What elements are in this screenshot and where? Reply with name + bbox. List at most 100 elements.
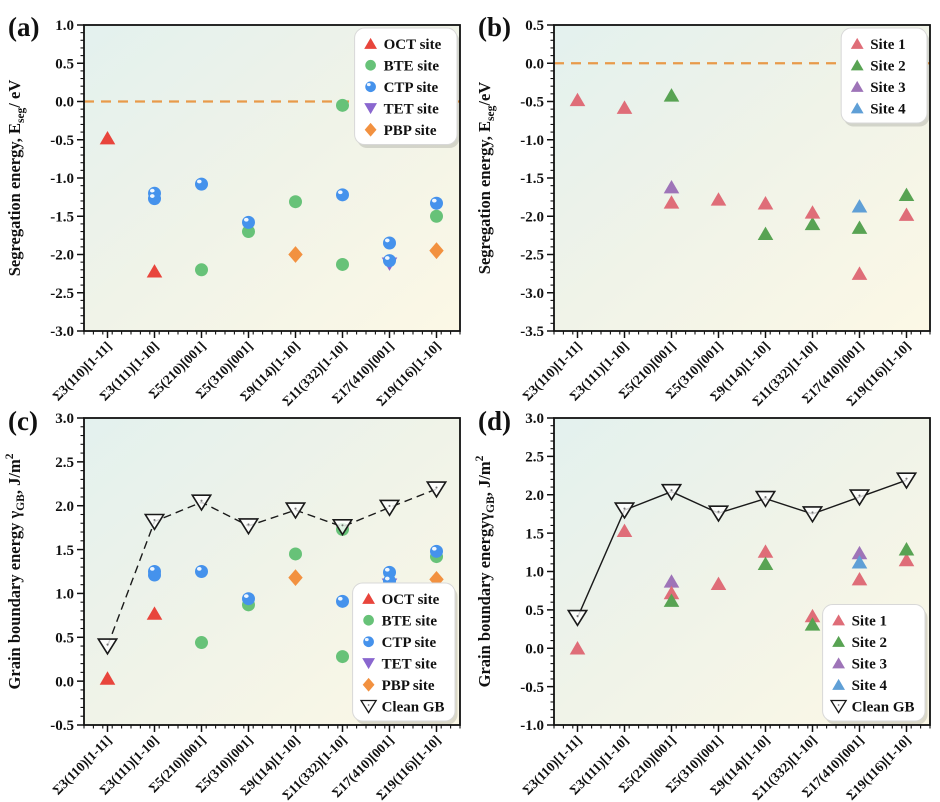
data-point — [851, 220, 868, 234]
legend-marker — [363, 636, 374, 648]
panel-c: (c) -0.5 0.0 0.5 1.0 1.5 2.0 2.5 3.0 Σ3(110)[1-1… — [0, 400, 470, 802]
data-point — [569, 641, 586, 655]
y-tick-label: 0.5 — [525, 603, 544, 619]
y-tick-label: 3.0 — [55, 411, 74, 427]
y-axis-label: Segregation energy, Eseg/eV — [475, 82, 497, 274]
data-point — [195, 263, 208, 277]
legend-entry: OCT site — [362, 592, 440, 608]
data-point — [616, 523, 633, 538]
legend-entry: Site 4 — [850, 101, 906, 117]
data-point — [143, 513, 166, 531]
y-axis: -3.0 -2.5 -2.0 -1.5 -1.0 -0.5 0.0 0.5 1.0 — [50, 18, 84, 340]
y-tick-label: 1.0 — [525, 565, 544, 581]
y-tick-label: -0.5 — [50, 133, 74, 149]
data-point — [663, 88, 680, 102]
legend-box — [352, 582, 456, 722]
panel-d-chart: -1.0 -0.5 0.0 0.5 1.0 1.5 2.0 2.5 3.0 Σ3(110)[1-1… — [474, 411, 931, 802]
data-point — [848, 489, 871, 507]
series-site-3 — [663, 545, 868, 588]
legend-entry: BTE site — [365, 58, 439, 74]
series-oct-site — [99, 131, 163, 278]
legend-entry: Clean GB — [829, 699, 915, 715]
legend-label: TET site — [384, 101, 439, 117]
panel-a: (a) -3.0 -2.5 -2.0 -1.5 -1.0 -0.5 0.0 0.5 1.0 Σ3(… — [0, 0, 470, 418]
legend-entry: TET site — [364, 101, 439, 117]
series-clean-gb — [96, 481, 448, 656]
y-axis: -0.5 0.0 0.5 1.0 1.5 2.0 2.5 3.0 — [50, 411, 84, 734]
panel-b-chart: -3.5 -3.0 -2.5 -2.0 -1.5 -1.0 -0.5 0.0 0.5 Σ3(110… — [475, 18, 931, 409]
y-tick-label: 0.5 — [55, 630, 74, 646]
y-axis: -1.0 -0.5 0.0 0.5 1.0 1.5 2.0 2.5 3.0 — [520, 411, 554, 734]
legend-entry: BTE site — [363, 613, 437, 629]
panel-c-label: (c) — [8, 406, 38, 436]
legend-label: PBP site — [384, 123, 437, 139]
x-axis: Σ3(110)[1-11]Σ3(111)[1-10]Σ5(210)[001]Σ5… — [520, 725, 931, 802]
series-site-2 — [663, 542, 915, 631]
data-point — [331, 518, 354, 537]
data-point — [425, 481, 448, 499]
y-tick-label: -3.0 — [50, 324, 74, 340]
legend-marker — [364, 122, 377, 137]
legend-label: Site 3 — [852, 656, 887, 672]
series-site-4 — [851, 199, 868, 213]
y-tick-label: -0.5 — [50, 718, 74, 734]
y-tick-label: -3.5 — [520, 324, 544, 340]
panel-b-label: (b) — [478, 12, 511, 42]
legend-box — [822, 604, 926, 722]
y-tick-label: -2.0 — [50, 248, 74, 264]
data-point — [663, 585, 680, 600]
clean-gb-line — [106, 488, 437, 647]
legend: OCT site BTE site CTP site TET site PBP site — [354, 27, 460, 148]
series-pbp-site — [288, 569, 444, 588]
legend-label: TET site — [382, 656, 437, 672]
data-point — [336, 594, 349, 608]
legend-label: Site 4 — [870, 101, 906, 117]
y-tick-label: -2.5 — [520, 248, 544, 264]
data-point — [851, 555, 868, 569]
legend-entry: PBP site — [364, 122, 437, 139]
legend-marker — [832, 614, 845, 626]
legend-label: Site 2 — [870, 58, 905, 74]
data-point — [663, 195, 680, 209]
legend-label: BTE site — [384, 58, 440, 74]
legend-marker — [362, 592, 375, 604]
data-point — [195, 636, 208, 650]
legend-marker — [365, 59, 376, 71]
y-tick-label: -0.5 — [520, 95, 544, 111]
legend-marker — [363, 614, 374, 626]
legend-marker — [364, 37, 377, 49]
x-axis: Σ3(110)[1-11]Σ3(111)[1-10]Σ5(210)[001]Σ5… — [50, 331, 461, 409]
legend-label: Site 2 — [852, 635, 887, 651]
panel-d-label: (d) — [478, 406, 511, 436]
series-site-1 — [569, 92, 915, 280]
legend-entry: CTP site — [365, 80, 439, 96]
data-point — [898, 187, 915, 202]
y-tick-label: -1.5 — [520, 171, 544, 187]
data-point — [804, 617, 821, 631]
clean-gb-line — [576, 479, 907, 618]
data-point — [242, 592, 255, 606]
data-point — [757, 196, 774, 210]
legend: Site 1 Site 2 Site 3 Site 4 Clean GB — [822, 604, 928, 725]
data-point — [148, 192, 161, 206]
legend-label: PBP site — [382, 678, 435, 694]
y-tick-label: -1.5 — [50, 209, 74, 225]
legend-label: CTP site — [384, 80, 439, 96]
data-point — [336, 257, 349, 271]
legend-marker — [832, 657, 845, 669]
legend-marker — [850, 80, 864, 92]
panel-d: (d) -1.0 -0.5 0.0 0.5 1.0 1.5 2.0 2.5 3.0 Σ3(110)… — [470, 400, 940, 802]
data-point — [430, 209, 443, 223]
legend-marker — [832, 678, 845, 690]
legend-entry: Site 3 — [850, 80, 906, 96]
legend-label: Site 1 — [870, 37, 905, 53]
y-axis-label: Segregation energy, Eseg/ eV — [5, 80, 27, 277]
data-point — [757, 556, 774, 571]
data-point — [288, 569, 303, 587]
legend: OCT site BTE site CTP site TET site PBP site… — [352, 582, 458, 725]
data-point — [710, 576, 727, 590]
legend-entry: Site 1 — [832, 613, 887, 629]
data-point — [898, 207, 915, 221]
data-point — [336, 188, 349, 202]
legend-entry: Site 1 — [850, 37, 906, 53]
